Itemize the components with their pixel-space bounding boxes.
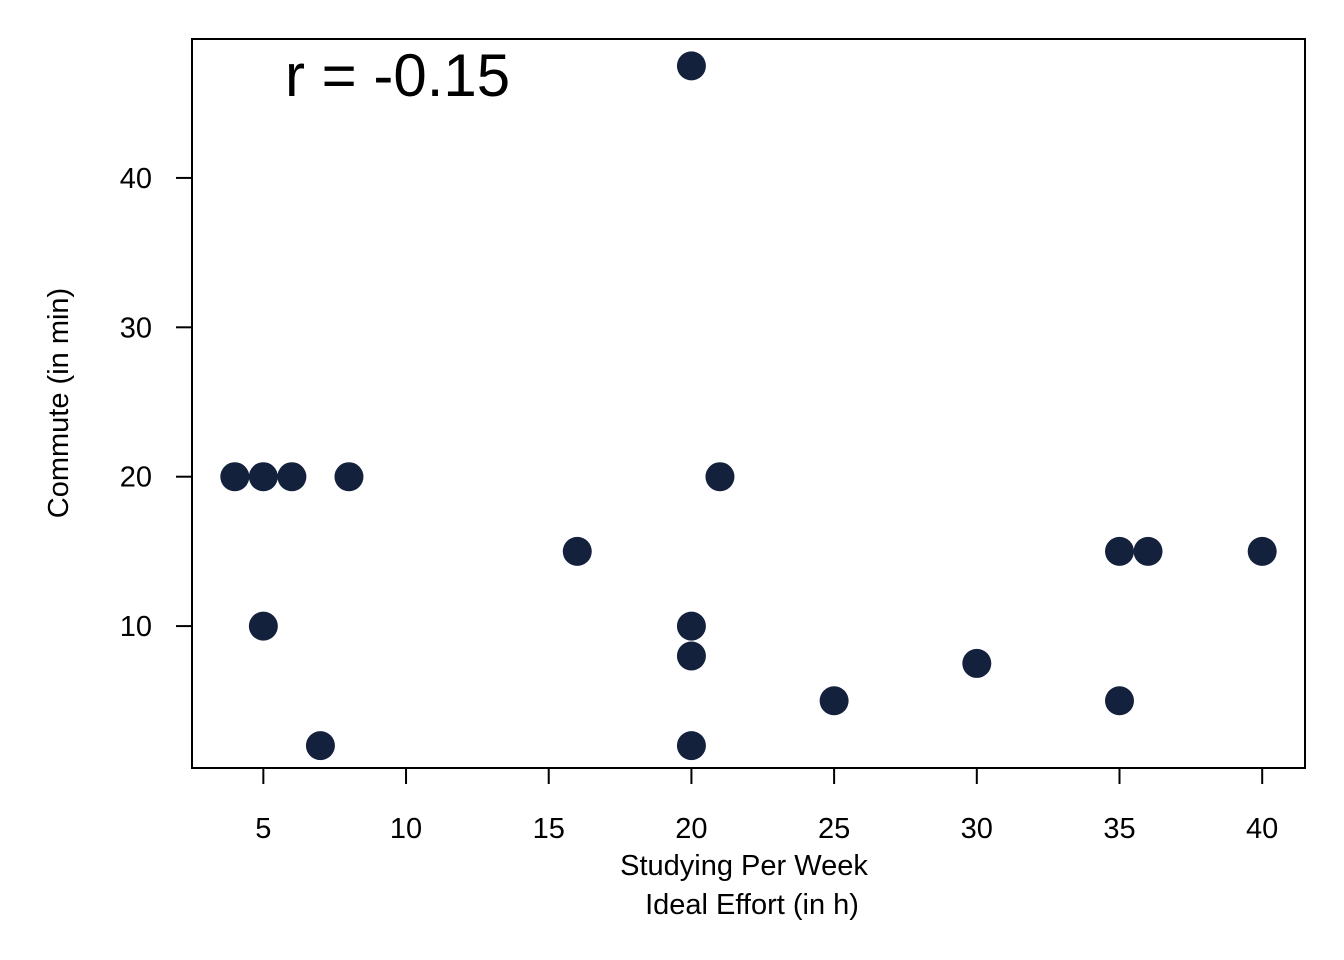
data-point [962, 648, 992, 678]
x-axis: 5 10 15 20 25 30 35 40 [255, 768, 1278, 845]
correlation-annotation: r = -0.15 [285, 42, 510, 109]
x-tick-label: 30 [961, 813, 993, 845]
x-tick-label: 10 [390, 813, 422, 845]
data-point [248, 611, 278, 641]
data-point [676, 731, 706, 761]
x-axis-label-line-1: Studying Per Week [620, 850, 868, 882]
x-tick-label: 25 [818, 813, 850, 845]
data-point [705, 462, 735, 492]
data-point [562, 536, 592, 566]
y-tick-label: 30 [120, 312, 152, 344]
data-point [676, 611, 706, 641]
y-axis: 10 20 30 40 [120, 163, 192, 643]
data-point [676, 51, 706, 81]
x-tick-label: 5 [255, 813, 271, 845]
y-tick-label: 20 [120, 462, 152, 494]
plot-frame [191, 38, 1306, 769]
data-point [248, 462, 278, 492]
data-point [220, 462, 250, 492]
x-tick-label: 40 [1246, 813, 1278, 845]
x-tick-label: 20 [675, 813, 707, 845]
y-tick-label: 10 [120, 611, 152, 643]
data-point [1247, 536, 1277, 566]
x-axis-label-line-2: Ideal Effort (in h) [645, 889, 859, 921]
x-tick-label: 35 [1103, 813, 1135, 845]
data-point [676, 641, 706, 671]
data-point [277, 462, 307, 492]
x-tick-label: 15 [533, 813, 565, 845]
y-axis-label: Commute (in min) [43, 288, 75, 518]
data-point [819, 686, 849, 716]
data-points [220, 51, 1277, 761]
data-point [305, 731, 335, 761]
y-tick-label: 40 [120, 163, 152, 195]
data-point [1105, 536, 1134, 566]
data-point [1133, 536, 1163, 566]
data-point [1105, 686, 1134, 716]
data-point [334, 462, 364, 492]
